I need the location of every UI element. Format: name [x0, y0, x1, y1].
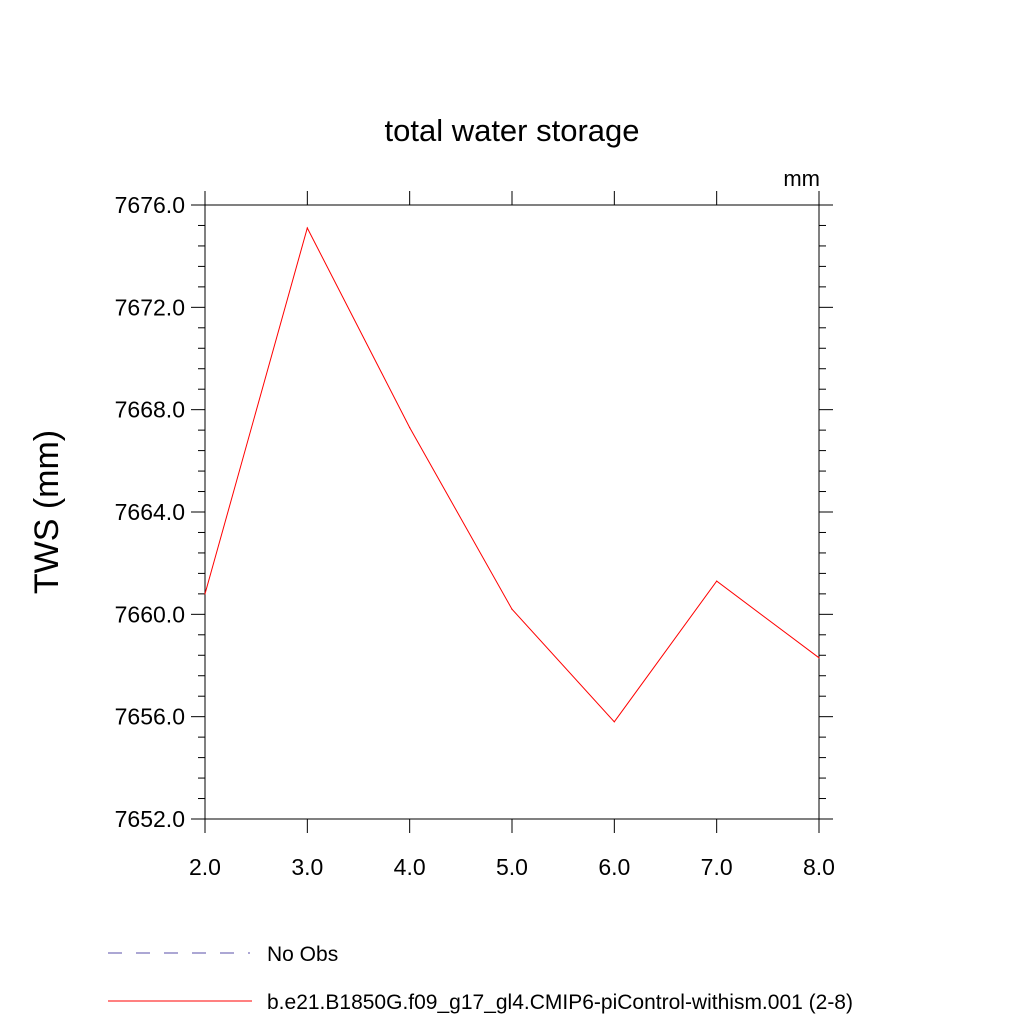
data-point: [204, 593, 206, 595]
data-point: [818, 657, 820, 659]
legend: No Obs b.e21.B1850G.f09_g17_gl4.CMIP6-pi…: [108, 943, 853, 1014]
y-tick-label: 7652.0: [115, 806, 185, 832]
chart-title: total water storage: [384, 113, 639, 148]
series-line: [204, 226, 820, 723]
x-tick-label: 5.0: [496, 854, 528, 880]
x-tick-label: 7.0: [701, 854, 733, 880]
y-tick-label: 7668.0: [115, 397, 185, 423]
y-tick-label: 7660.0: [115, 601, 185, 627]
x-tick-label: 2.0: [189, 854, 221, 880]
y-tick-label: 7664.0: [115, 499, 185, 525]
units-label: mm: [783, 166, 820, 191]
plot-frame: [204, 204, 820, 820]
series-layer: [204, 226, 820, 723]
data-point: [409, 426, 411, 429]
y-tick-label: 7672.0: [115, 294, 185, 320]
data-point: [716, 580, 718, 582]
legend-label-model-run: b.e21.B1850G.f09_g17_gl4.CMIP6-piControl…: [267, 991, 853, 1014]
legend-label-no-obs: No Obs: [267, 943, 338, 966]
data-point: [613, 721, 615, 723]
x-tick-label: 3.0: [291, 854, 323, 880]
y-tick-label: 7656.0: [115, 704, 185, 730]
x-tick-label: 8.0: [803, 854, 835, 880]
y-axis-ticks: 7652.0 7656.0 7660.0 7664.0 7668.0 7672.0 7676…: [115, 192, 833, 832]
x-tick-label: 4.0: [394, 854, 426, 880]
y-axis-label: TWS (mm): [28, 430, 66, 594]
data-point: [306, 227, 308, 229]
x-axis-ticks: 2.0 3.0 4.0 5.0 6.0 7.0 8.0: [189, 191, 835, 880]
data-point: [511, 608, 513, 610]
x-tick-label: 6.0: [598, 854, 630, 880]
y-tick-label: 7676.0: [115, 192, 185, 218]
